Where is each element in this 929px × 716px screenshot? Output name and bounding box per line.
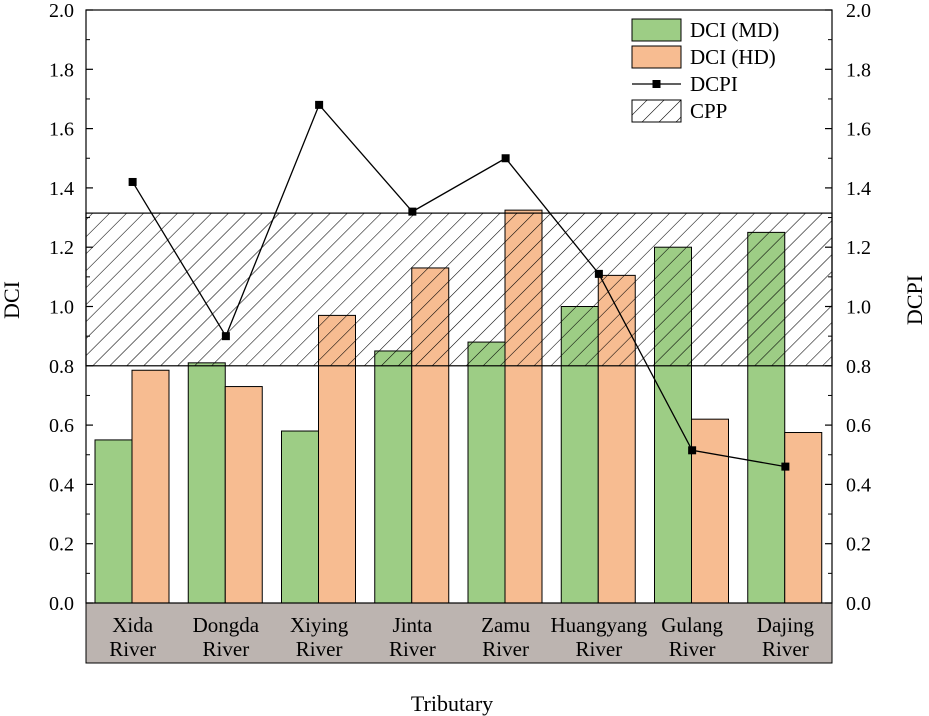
y-tick-label: 1.2	[49, 237, 74, 259]
category-label: Jinta	[393, 613, 433, 637]
y-tick-label: 0.0	[49, 593, 74, 615]
y-tick-label: 0.6	[49, 415, 74, 437]
y-tick-label: 0.4	[49, 474, 74, 496]
axes: 0.0 0.0 0.2 0.2 0.4 0.4 0.6 0.6 0.8 0.8 1.0 1.0 1.2 1…	[49, 0, 871, 615]
y2-tick-label: 0.2	[846, 534, 871, 556]
category-label: River	[576, 637, 623, 661]
dcpi-marker	[501, 154, 510, 163]
legend-swatch	[631, 45, 682, 69]
bar-md	[281, 430, 319, 604]
category-label: Dongda	[193, 613, 260, 637]
bar-hd	[691, 418, 729, 604]
category-label: Gulang	[661, 613, 723, 637]
bar-hd	[131, 369, 170, 604]
bar-md	[374, 350, 413, 604]
category-label: River	[389, 637, 436, 661]
bar-md	[467, 341, 506, 604]
category-label: River	[296, 637, 343, 661]
cpp-band	[85, 212, 833, 367]
category-label: Xiying	[290, 613, 349, 637]
legend-swatch	[631, 18, 682, 42]
category-label: Huangyang	[550, 613, 647, 637]
legend-marker	[652, 80, 661, 88]
y-tick-label: 1.6	[49, 119, 74, 141]
y2-tick-label: 0.6	[846, 415, 871, 437]
category-label: River	[669, 637, 716, 661]
dcpi-polyline	[132, 103, 786, 468]
category-label: Dajing	[757, 613, 815, 637]
legend: DCI (MD) DCI (HD) DCPI CPP	[631, 18, 779, 123]
y2-tick-label: 0.8	[846, 356, 871, 378]
y-tick-label: 0.2	[49, 534, 74, 556]
legend-label: DCPI	[690, 72, 738, 96]
category-band: XidaRiverDongdaRiverXiyingRiverJintaRive…	[85, 602, 833, 664]
y2-tick-label: 1.4	[846, 178, 871, 200]
category-label: River	[482, 637, 529, 661]
dcpi-line	[128, 100, 790, 471]
dcpi-marker	[315, 100, 324, 109]
y2-axis-title: DCPI	[902, 275, 927, 325]
y2-tick-label: 1.8	[846, 59, 871, 81]
legend-label: CPP	[690, 99, 727, 123]
y-axis-title: DCI	[0, 281, 24, 319]
legend-hatch	[631, 99, 682, 123]
y2-tick-label: 0.4	[846, 474, 871, 496]
cpp-band-rect	[85, 212, 833, 367]
bar-md	[187, 362, 226, 604]
dcpi-marker	[688, 446, 697, 455]
y2-tick-label: 1.2	[846, 237, 871, 259]
y-tick-label: 1.8	[49, 59, 74, 81]
x-axis-title: Tributary	[411, 691, 493, 716]
dcpi-marker	[221, 332, 230, 341]
bar-hd	[224, 386, 263, 604]
bar-hd	[784, 432, 823, 604]
category-band-rect	[85, 602, 833, 664]
category-label: River	[203, 637, 250, 661]
bar-md	[94, 439, 133, 604]
y-tick-label: 1.4	[49, 178, 74, 200]
dcpi-marker	[408, 207, 417, 216]
category-label: River	[762, 637, 809, 661]
legend-label: DCI (MD)	[690, 18, 779, 42]
y-tick-label: 0.8	[49, 356, 74, 378]
dcpi-marker	[594, 269, 603, 278]
dcpi-marker	[781, 462, 790, 471]
y-tick-label: 1.0	[49, 297, 74, 319]
legend-label: DCI (HD)	[690, 45, 776, 69]
y2-tick-label: 1.6	[846, 119, 871, 141]
category-label: Zamu	[481, 613, 530, 637]
y2-tick-label: 1.0	[846, 297, 871, 319]
y2-tick-label: 2.0	[846, 0, 871, 22]
category-label: River	[109, 637, 156, 661]
dcpi-marker	[128, 177, 137, 186]
y-tick-label: 2.0	[49, 0, 74, 22]
category-label: Xida	[112, 613, 154, 637]
axis-titles: Tributary DCI DCPI	[0, 275, 927, 716]
y2-tick-label: 0.0	[846, 593, 871, 615]
